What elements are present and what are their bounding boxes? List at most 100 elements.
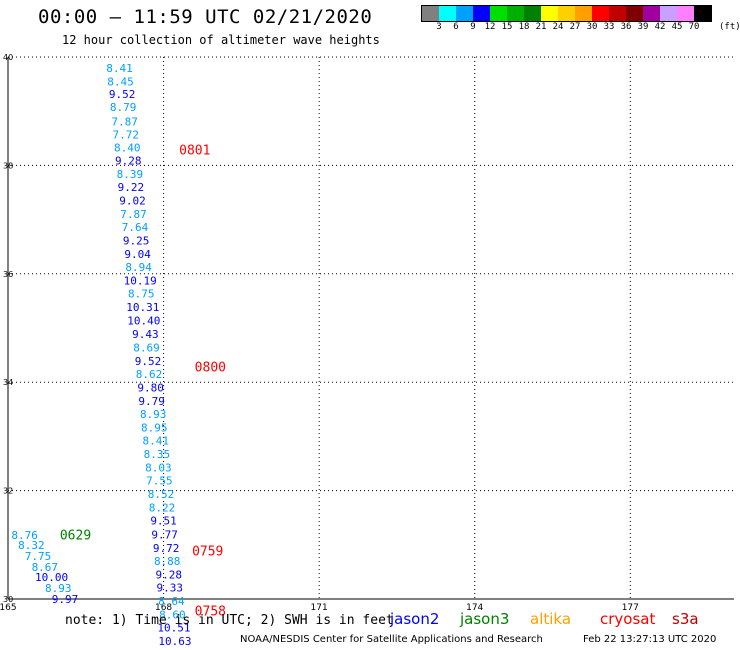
wave-height-point-jason2: 8.35: [144, 448, 171, 461]
wave-height-point-jason2: 9.28: [156, 568, 183, 581]
wave-height-point-jason2: 10.51: [157, 622, 190, 635]
x-tick-label: 165: [0, 603, 17, 613]
color-scale-tick: 9: [470, 22, 476, 32]
chart-title: 00:00 – 11:59 UTC 02/21/2020: [38, 6, 373, 28]
wave-height-point-jason2: 8.64: [158, 595, 185, 608]
wave-height-point-jason2: 8.40: [114, 141, 141, 154]
wave-height-point-jason2: 8.60: [159, 609, 186, 622]
legend-jason2: jason2: [390, 610, 440, 628]
wave-height-point-jason2: 8.93: [140, 408, 167, 421]
x-tick-label: 168: [155, 603, 172, 613]
color-scale-tick: 39: [637, 22, 649, 32]
wave-height-point-jason2: 9.77: [151, 528, 178, 541]
wave-height-point-jason2: 8.03: [145, 462, 172, 475]
wave-height-point-jason2: 8.52: [148, 488, 175, 501]
color-swatch: [422, 6, 439, 21]
wave-height-point-jason2: 10.40: [127, 315, 160, 328]
color-swatch: [456, 6, 473, 21]
wave-height-point-jason3: 8.76: [11, 529, 38, 542]
wave-height-point-jason2: 9.02: [119, 194, 146, 207]
wave-height-point-jason2: 8.41: [106, 62, 133, 75]
color-swatch: [609, 6, 626, 21]
color-swatch: [660, 6, 677, 21]
pass-time-label: 0801: [179, 144, 210, 159]
wave-height-point-jason2: 8.22: [149, 502, 176, 515]
x-tick-label: 171: [311, 603, 328, 613]
wave-height-point-jason3: 7.75: [25, 550, 52, 563]
wave-height-point-jason2: 9.52: [109, 88, 136, 101]
color-swatch: [694, 6, 711, 21]
wave-height-point-jason2: 9.72: [153, 542, 180, 555]
wave-height-point-jason2: 8.62: [136, 368, 163, 381]
color-swatch: [507, 6, 524, 21]
color-swatch: [524, 6, 541, 21]
wave-height-point-jason2: 8.94: [125, 261, 152, 274]
x-tick-label: 174: [466, 603, 483, 613]
credit-line: NOAA/NESDIS Center for Satellite Applica…: [240, 634, 543, 645]
color-scale-tick: 6: [453, 22, 459, 32]
color-scale-tick: 36: [620, 22, 632, 32]
color-scale-legend: [421, 5, 712, 22]
color-swatch: [541, 6, 558, 21]
wave-height-point-jason2: 7.87: [111, 115, 138, 128]
wave-height-point-jason2: 7.87: [120, 208, 147, 221]
wave-height-point-jason2: 10.63: [158, 635, 191, 648]
wave-height-point-jason2: 9.25: [123, 235, 150, 248]
wave-height-point-jason2: 9.52: [135, 355, 162, 368]
color-scale-tick: 15: [501, 22, 513, 32]
wave-height-point-jason3: 8.67: [32, 561, 59, 574]
color-swatch: [575, 6, 592, 21]
pass-time-label: 0758: [195, 604, 226, 619]
wave-height-point-jason2: 9.22: [118, 181, 145, 194]
wave-height-point-jason2: 9.33: [157, 581, 184, 594]
wave-height-point-jason2: 8.41: [143, 435, 170, 448]
wave-height-point-jason2: 7.64: [122, 221, 149, 234]
color-swatch: [473, 6, 490, 21]
color-swatch: [592, 6, 609, 21]
pass-time-label: 0629: [60, 528, 91, 543]
color-scale-tick: 21: [535, 22, 547, 32]
legend-cryosat: cryosat: [600, 610, 656, 628]
y-tick-label: 40: [3, 53, 13, 62]
y-tick-label: 36: [3, 270, 13, 279]
color-scale-unit: (ft): [719, 22, 740, 32]
color-scale-tick: 70: [688, 22, 700, 32]
chart-subtitle: 12 hour collection of altimeter wave hei…: [62, 33, 380, 47]
legend-jason3: jason3: [460, 610, 510, 628]
color-scale-tick: 45: [671, 22, 683, 32]
wave-height-point-jason3: 8.93: [45, 582, 72, 595]
color-swatch: [626, 6, 643, 21]
wave-height-point-jason2: 8.95: [141, 422, 168, 435]
color-scale-tick: 42: [654, 22, 666, 32]
generation-timestamp: Feb 22 13:27:13 UTC 2020: [583, 634, 717, 645]
wave-height-point-jason3: 9.97: [52, 593, 79, 606]
color-scale-tick: 27: [569, 22, 581, 32]
wave-height-point-jason2: 8.75: [128, 288, 155, 301]
wave-height-point-jason2: 8.45: [107, 76, 134, 89]
legend-altika: altika: [530, 610, 572, 628]
wave-height-point-jason2: 9.79: [138, 395, 165, 408]
pass-time-label: 0759: [192, 545, 223, 560]
wave-height-point-jason2: 9.43: [132, 328, 159, 341]
y-tick-label: 30: [3, 595, 13, 604]
color-swatch: [490, 6, 507, 21]
legend-s3a: s3a: [672, 610, 699, 628]
color-swatch: [643, 6, 660, 21]
x-tick-label: 177: [622, 603, 639, 613]
y-tick-label: 38: [3, 161, 13, 170]
wave-height-point-jason3: 10.00: [35, 571, 68, 584]
wave-height-point-jason2: 10.19: [124, 275, 157, 288]
wave-height-point-jason3: 8.32: [18, 539, 45, 552]
wave-height-point-jason2: 8.39: [117, 168, 144, 181]
wave-height-point-jason2: 7.55: [146, 475, 173, 488]
color-scale-tick: 3: [436, 22, 442, 32]
color-scale-tick: 18: [518, 22, 530, 32]
color-scale-tick: 33: [603, 22, 615, 32]
wave-height-point-jason2: 7.72: [112, 128, 139, 141]
wave-height-point-jason2: 9.04: [124, 248, 151, 261]
pass-time-label: 0800: [195, 360, 226, 375]
y-tick-label: 32: [3, 487, 13, 496]
y-tick-label: 34: [3, 378, 13, 387]
